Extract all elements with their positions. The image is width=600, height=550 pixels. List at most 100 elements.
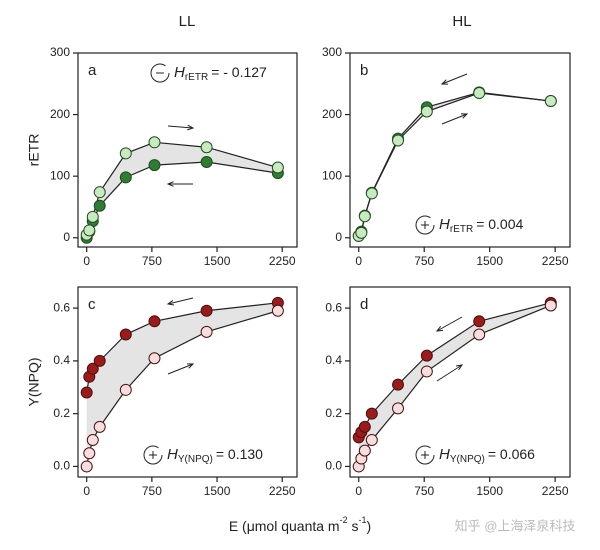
x-tick-label: 750	[414, 254, 434, 268]
h-symbol: H	[439, 446, 450, 463]
x-tick-label: 2250	[269, 254, 296, 268]
h-value: = 0.130	[216, 446, 263, 462]
hysteresis-icon	[415, 215, 435, 235]
x-tick-label: 750	[142, 254, 162, 268]
data-point	[420, 365, 433, 378]
direction-arrow	[436, 364, 463, 382]
data-point	[473, 315, 486, 328]
data-point	[93, 199, 106, 212]
h-subscript: rETR	[185, 72, 208, 83]
data-point	[473, 87, 486, 100]
hysteresis-value: HY(NPQ) = 0.130	[167, 446, 263, 465]
plot-frame	[349, 52, 571, 248]
x-tick-label: 0	[83, 484, 90, 498]
x-label-sup: -2	[340, 515, 348, 525]
y-tick-label: 0.2	[53, 406, 70, 420]
x-label-text: )	[367, 518, 372, 534]
x-tick-label: 1500	[204, 484, 231, 498]
x-tick-label: 750	[414, 484, 434, 498]
data-point	[200, 156, 213, 169]
data-point	[271, 161, 284, 174]
h-value: = 0.066	[488, 446, 535, 462]
x-tick-label: 0	[355, 484, 362, 498]
series-line	[358, 304, 552, 467]
hysteresis-value: HrETR = 0.004	[439, 216, 524, 235]
series-line	[358, 92, 551, 237]
data-point	[200, 325, 213, 338]
data-point	[86, 434, 99, 447]
arrow-head	[187, 124, 195, 131]
hysteresis-icon	[150, 63, 170, 83]
arrow-head	[166, 300, 175, 306]
h-value: = 0.004	[476, 216, 523, 232]
hysteresis-area	[358, 92, 551, 236]
data-point	[271, 304, 284, 317]
y-tick-label: 0.4	[325, 353, 342, 367]
panel-letter: c	[88, 296, 96, 313]
y-tick-label: 0	[63, 230, 70, 244]
x-label-text: s	[348, 518, 359, 534]
data-point	[200, 141, 213, 154]
data-point	[119, 171, 132, 184]
y-tick-label: 300	[50, 45, 70, 59]
column-title: HL	[452, 13, 471, 30]
x-label-sup: -1	[359, 515, 367, 525]
x-tick-label: 2250	[542, 254, 569, 268]
data-point	[392, 378, 405, 391]
data-point	[93, 354, 106, 367]
arrow-head	[186, 363, 195, 369]
x-axis-label: E (μmol quanta m-2 s-1)	[229, 515, 371, 533]
data-point	[148, 159, 161, 172]
data-point	[93, 186, 106, 199]
hysteresis-area	[86, 302, 278, 467]
data-point	[83, 224, 96, 237]
h-symbol: H	[439, 216, 450, 233]
y-tick-label: 0.4	[53, 353, 70, 367]
data-point	[355, 226, 368, 239]
data-point	[392, 134, 405, 147]
direction-arrow	[167, 297, 194, 305]
panel-letter: a	[88, 62, 97, 79]
hysteresis-icon	[415, 445, 435, 465]
x-tick-label: 0	[355, 254, 362, 268]
arrow-head	[435, 325, 444, 332]
data-point	[544, 299, 557, 312]
direction-arrow	[436, 316, 463, 332]
y-axis-label: Y(NPQ)	[26, 358, 42, 407]
data-point	[358, 420, 371, 433]
y-tick-label: 0.6	[53, 300, 70, 314]
x-tick-label: 2250	[542, 484, 569, 498]
data-point	[544, 95, 557, 108]
data-point	[200, 304, 213, 317]
y-tick-label: 100	[50, 168, 70, 182]
data-point	[148, 136, 161, 149]
column-title: LL	[179, 13, 196, 30]
hysteresis-value: HY(NPQ) = 0.066	[439, 446, 535, 465]
arrow-head	[166, 181, 174, 187]
y-tick-label: 100	[322, 168, 342, 182]
data-point	[358, 444, 371, 457]
data-point	[148, 315, 161, 328]
data-point	[80, 460, 93, 473]
data-point	[86, 362, 99, 375]
h-subscript: Y(NPQ)	[450, 454, 485, 465]
data-point	[119, 147, 132, 160]
y-tick-label: 0.0	[325, 459, 342, 473]
arrow-head	[440, 79, 449, 85]
direction-arrow	[167, 363, 194, 375]
hysteresis-area	[86, 142, 278, 238]
data-point	[119, 383, 132, 396]
data-point	[365, 407, 378, 420]
data-point	[93, 420, 106, 433]
direction-arrow	[441, 73, 468, 85]
arrow-head	[456, 364, 464, 371]
h-subscript: Y(NPQ)	[178, 454, 213, 465]
arrow-head	[460, 113, 469, 119]
y-tick-label: 200	[322, 107, 342, 121]
h-symbol: H	[174, 64, 185, 81]
series-line	[358, 91, 551, 237]
panel-letter: b	[360, 62, 368, 79]
x-label-text: E (μmol quanta m	[229, 518, 340, 534]
y-tick-label: 0.6	[325, 300, 342, 314]
